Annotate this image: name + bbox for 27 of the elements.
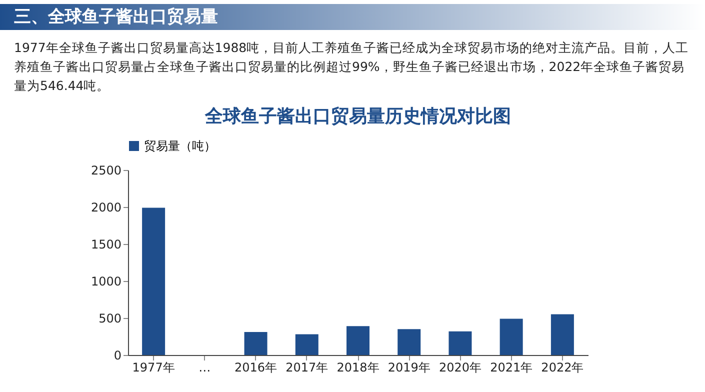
- x-tick-label: …: [198, 360, 211, 374]
- x-tick-label: 2019年: [388, 360, 430, 374]
- bar: [500, 318, 523, 355]
- y-tick-label: 1500: [90, 238, 122, 252]
- text: 三、全球鱼子酱出口贸易量: [0, 4, 705, 30]
- bar: [244, 332, 268, 355]
- x-tick-label: 1977年: [132, 360, 175, 374]
- text: 1977年全球鱼子酱出口贸易量高达1988吨，目前人工养殖鱼子酱已经成为全球贸易市场的绝对主流产品。目前，人工养殖鱼子酱出口贸易量占全球鱼子酱出口贸易量的比例超过99%，野生鱼子酱已经退出市场，2022年全球鱼子酱贸易量为546.44吨。: [13, 39, 690, 95]
- x-tick-label: 2020年: [438, 360, 482, 374]
- x-tick-label: 2021年: [490, 360, 533, 374]
- bar: [448, 331, 472, 355]
- legend-label: 贸易量（吨）: [144, 139, 216, 153]
- bar: [398, 329, 421, 355]
- y-tick-label: 2000: [90, 200, 122, 214]
- x-tick-label: 2016年: [234, 360, 278, 374]
- y-tick-label: 1000: [90, 274, 122, 288]
- chart-title: 全球鱼子酱出口贸易量历史情况对比图: [204, 106, 511, 127]
- y-tick-label: 0: [114, 348, 122, 362]
- bar: [550, 314, 574, 355]
- x-tick-label: 2018年: [336, 360, 380, 374]
- y-tick-label: 2500: [90, 164, 122, 178]
- x-tick-label: 2017年: [286, 360, 328, 374]
- y-tick-label: 500: [98, 312, 122, 326]
- bar: [346, 326, 370, 355]
- bar: [295, 334, 318, 355]
- bar: [142, 208, 166, 355]
- x-tick-label: 2022年: [541, 360, 584, 374]
